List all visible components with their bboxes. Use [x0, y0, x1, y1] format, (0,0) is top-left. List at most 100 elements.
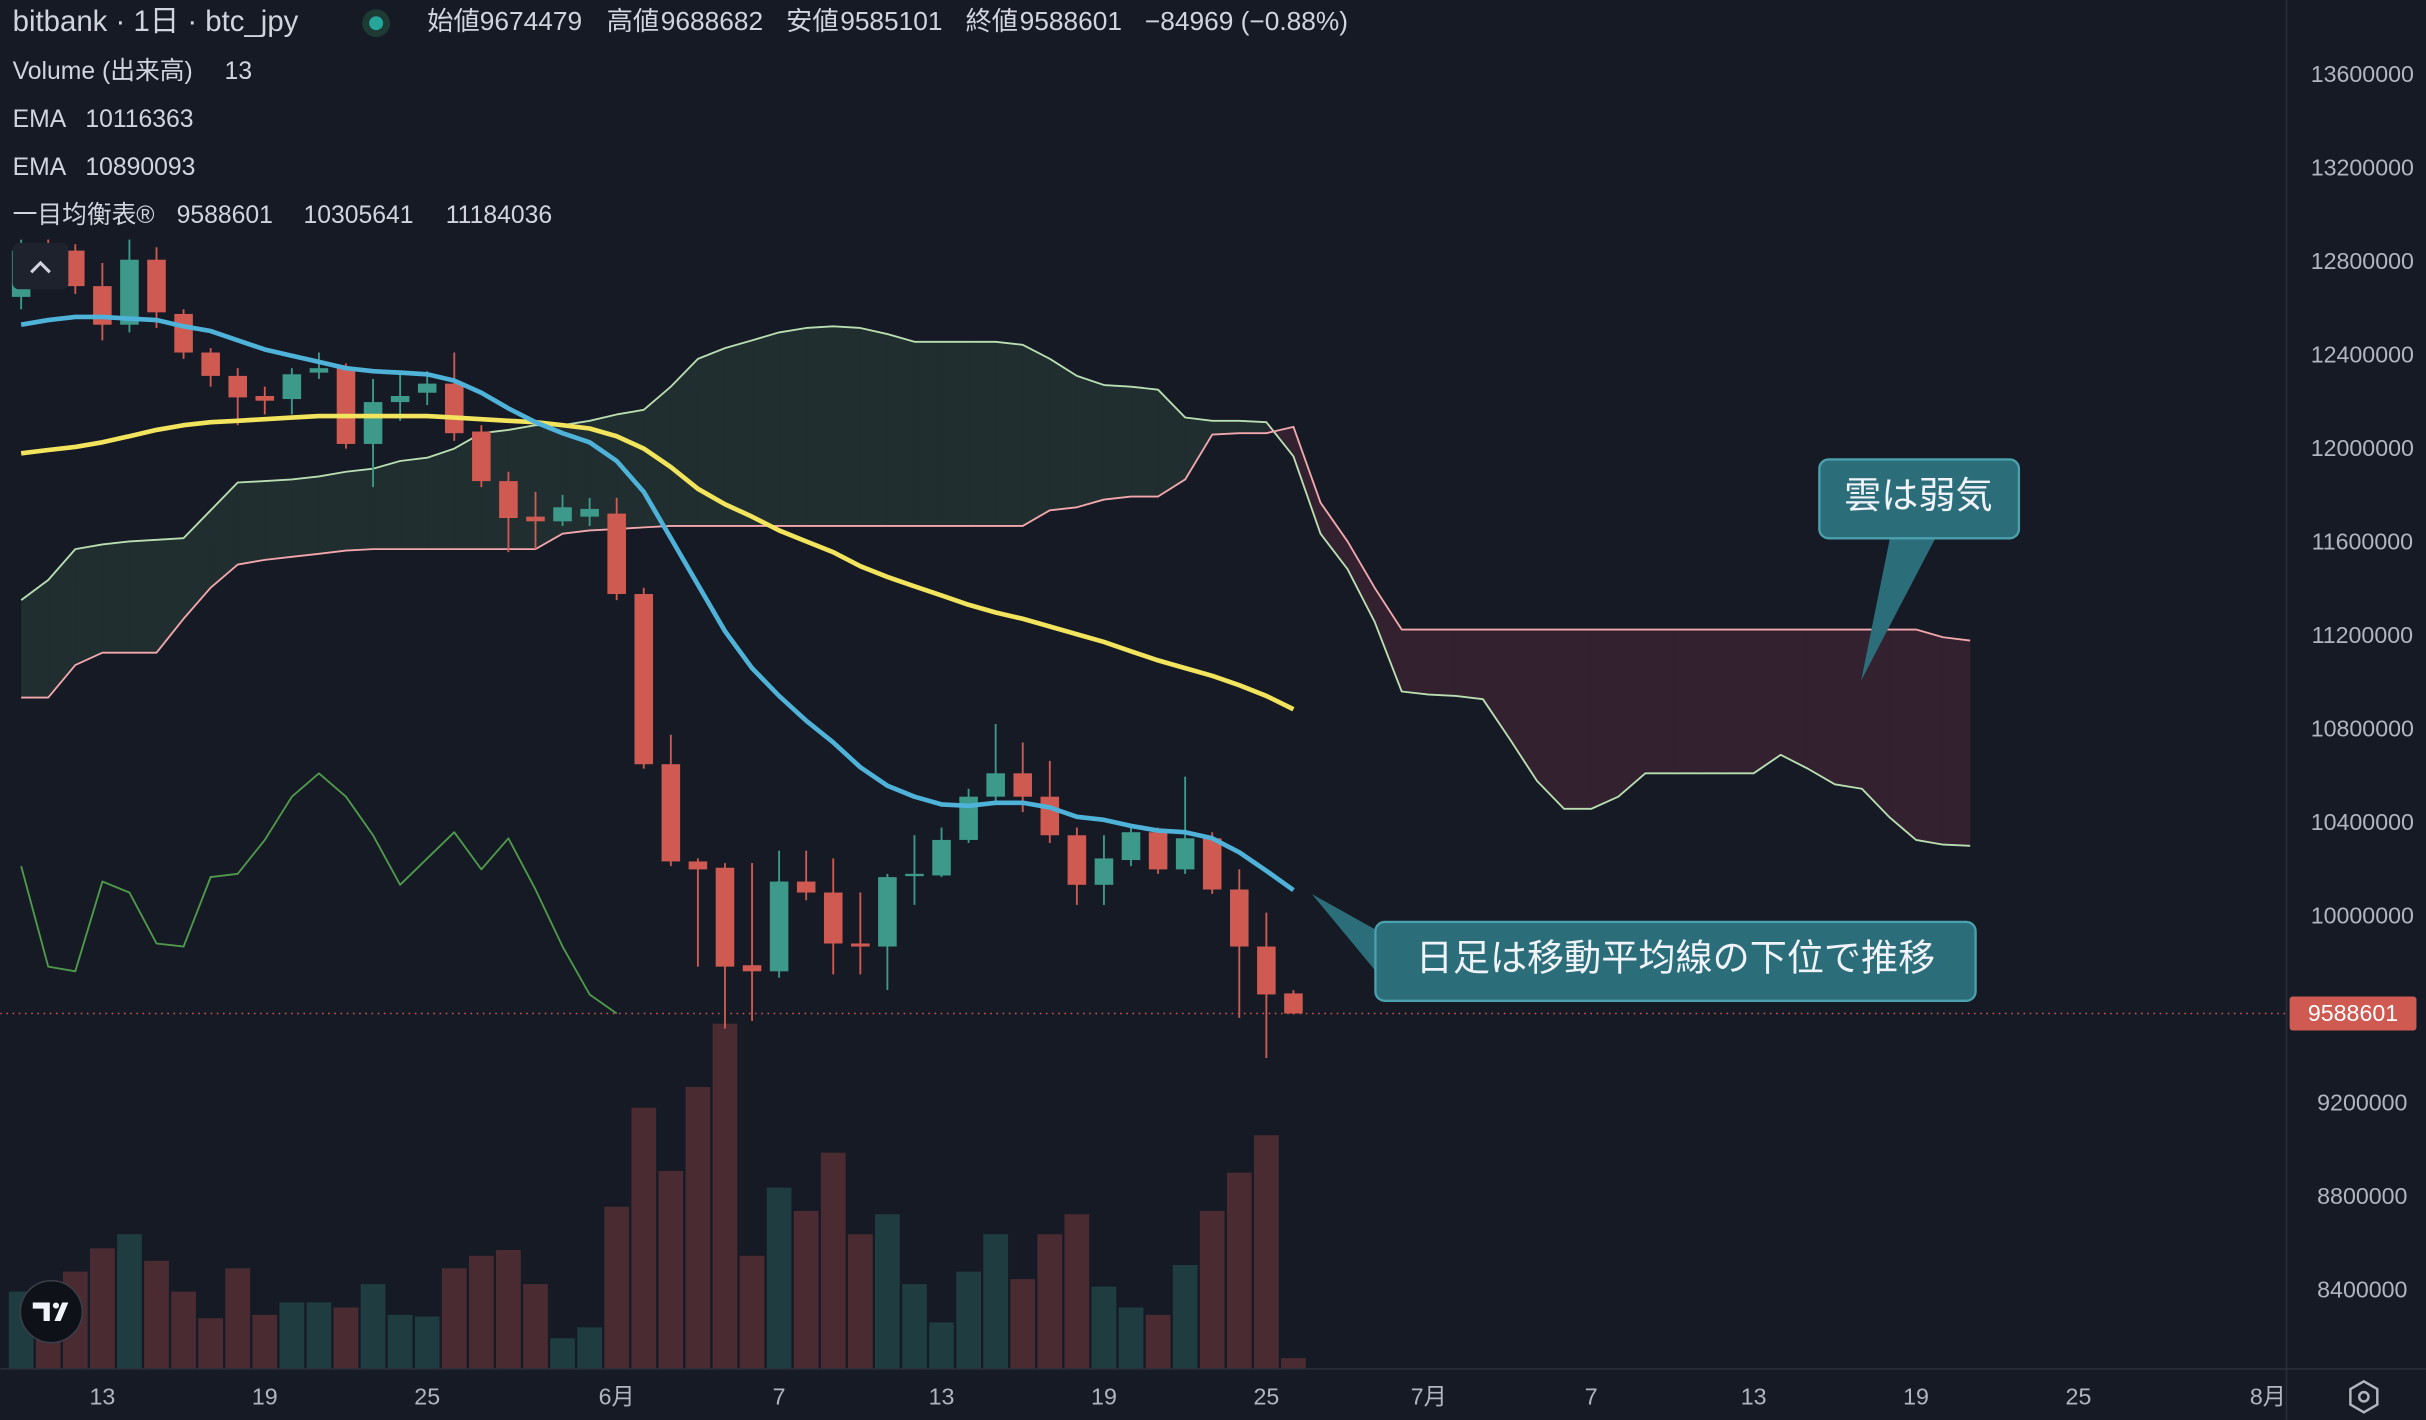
volume-bar [441, 1268, 467, 1369]
cloud-fill [697, 348, 725, 526]
cloud-fill [562, 420, 590, 534]
annotation-box [1374, 920, 1977, 1002]
y-tick-label: 10000000 [2311, 902, 2414, 928]
cloud-fill [1591, 629, 1619, 809]
cloud-fill [752, 332, 780, 526]
annotation: 雲は弱気 [1818, 458, 2021, 681]
candle-body [715, 867, 735, 967]
candle-body [309, 368, 329, 373]
high-value: 9688682 [661, 6, 763, 36]
candle-body [1121, 832, 1141, 861]
candle-body [1230, 889, 1249, 947]
tv-logo[interactable] [19, 1280, 84, 1344]
close-value: 9588601 [1020, 6, 1122, 36]
y-tick-label: 13200000 [2311, 154, 2414, 180]
cloud-fill [1428, 629, 1456, 696]
logo-circle[interactable] [19, 1280, 84, 1344]
change-value: −84969 (−0.88%) [1145, 6, 1348, 36]
candle-body [607, 513, 626, 595]
volume-bar [171, 1291, 196, 1369]
volume-bar [252, 1314, 278, 1369]
volume-bar [360, 1284, 386, 1369]
candle-body [553, 507, 572, 522]
candle-body [472, 431, 491, 482]
high-label: 高値 [607, 6, 660, 36]
y-tick-label: 12800000 [2311, 248, 2414, 274]
cloud-fill [1726, 629, 1754, 774]
candle-body [390, 396, 410, 403]
candle-body [526, 516, 545, 522]
volume-bar [1145, 1314, 1171, 1369]
cloud-fill [1455, 629, 1483, 700]
candle-body [661, 764, 681, 862]
volume-bar [847, 1234, 873, 1369]
cloud-fill [1753, 629, 1781, 774]
collapse-bg[interactable] [12, 242, 69, 290]
annotation: 日足は移動平均線の下位で推移 [1311, 894, 1977, 1002]
legend-label: Volume (出来高) [13, 57, 193, 85]
cloud-fill [806, 326, 834, 526]
candle-body [120, 259, 139, 325]
cloud-fill [887, 334, 915, 526]
ichimoku-line [20, 772, 618, 1015]
cloud-fill [373, 460, 401, 550]
volume-bar [820, 1152, 846, 1369]
settings-icon-center[interactable] [2357, 1390, 2370, 1403]
cloud-fill [318, 471, 346, 554]
cloud-fill [210, 482, 238, 588]
candle-body [851, 943, 870, 947]
x-tick-label: 19 [1903, 1383, 1929, 1409]
candle-body [255, 396, 275, 401]
cloud-fill [914, 341, 942, 526]
candle-body [580, 508, 599, 517]
ema-line [20, 314, 1295, 892]
ichimoku-line [21, 425, 1971, 699]
open-value: 9674479 [480, 6, 582, 36]
candle-body [932, 839, 951, 876]
volume-bar [1118, 1307, 1144, 1369]
settings-icon[interactable] [2349, 1379, 2379, 1414]
cloud-fill [1022, 344, 1050, 526]
legend-value: 10890093 [85, 154, 195, 181]
settings-button[interactable] [2349, 1379, 2379, 1414]
candle-body [1040, 796, 1060, 836]
candle-body [1202, 838, 1222, 890]
y-tick-label: 12000000 [2311, 435, 2414, 461]
cloud-fill [400, 457, 428, 550]
volume-bar [1064, 1214, 1090, 1369]
volume-bar [306, 1302, 332, 1369]
cloud-fill [1861, 629, 1889, 817]
legend-value: 13 [225, 58, 253, 85]
candle-body [174, 313, 193, 353]
candle-body [1257, 946, 1276, 995]
collapse-icon[interactable] [30, 260, 51, 274]
y-tick-label: 8800000 [2317, 1183, 2407, 1209]
candle-body [769, 881, 789, 972]
collapse-button[interactable] [12, 242, 69, 290]
cloud-fill [1049, 358, 1077, 511]
candle-body [1067, 835, 1087, 885]
cloud-fill [264, 479, 292, 560]
cloud-fill [1320, 502, 1348, 570]
cloud-fill [724, 340, 753, 526]
logo-mark[interactable] [32, 1302, 69, 1322]
status-dot [369, 16, 384, 31]
last-price-label: 9588601 [2308, 1000, 2398, 1026]
cloud-fill [129, 539, 157, 653]
x-tick-label: 13 [1741, 1383, 1767, 1409]
volume-bar [902, 1284, 927, 1369]
low-value: 9585101 [840, 6, 942, 36]
volume-bar [225, 1268, 251, 1369]
cloud-fill [1564, 629, 1592, 809]
volume-bar [793, 1210, 819, 1369]
candle-body [363, 402, 383, 444]
legend-value: 10116363 [85, 106, 193, 133]
x-tick-label: 6月 [599, 1383, 635, 1409]
logo-dot[interactable] [52, 1302, 60, 1309]
cloud-fill [48, 549, 76, 698]
ichimoku-line [20, 325, 1971, 847]
cloud-fill [1834, 629, 1862, 789]
cloud-fill [102, 541, 130, 653]
volume-bar [739, 1255, 765, 1369]
cloud-fill [183, 510, 211, 619]
